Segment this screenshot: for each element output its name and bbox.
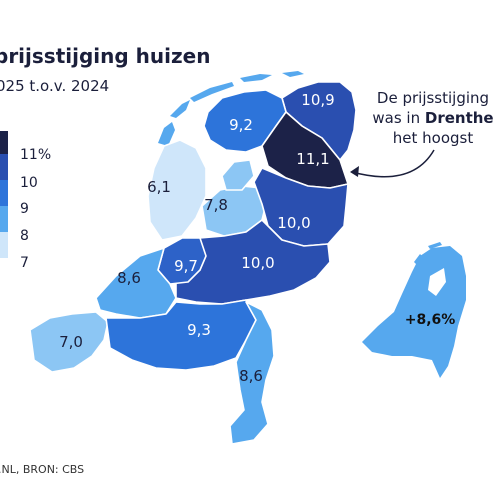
label-zeeland: 7,0 xyxy=(59,333,83,351)
chart-subtitle: 025 t.o.v. 2024 xyxy=(0,77,110,95)
inset-ijsselmeer xyxy=(428,268,446,296)
label-drenthe: 11,1 xyxy=(296,150,330,168)
annotation-highlight: Drenthe xyxy=(424,109,494,127)
legend-label-11: 11% xyxy=(20,147,52,163)
annotation-line-2-prefix: was in xyxy=(372,109,425,127)
annotation-line-2: was in Drenthe xyxy=(358,108,500,128)
province-limburg[interactable] xyxy=(229,301,275,445)
wadden-island-texel xyxy=(158,122,175,146)
label-zuidholland: 8,6 xyxy=(117,269,141,287)
province-zeeland[interactable] xyxy=(29,311,109,373)
wadden-island-ameland xyxy=(240,74,272,82)
chart-title: prijsstijging huizen xyxy=(0,44,211,68)
source-credit: .NL, BRON: CBS xyxy=(0,463,85,476)
wadden-island-schiermonnikoog xyxy=(282,71,304,77)
label-noordbrabant: 9,3 xyxy=(187,321,211,339)
legend-swatch-9 xyxy=(0,180,8,206)
legend-label-10: 10 xyxy=(20,175,38,191)
legend-swatch-8 xyxy=(0,206,8,232)
annotation-arrowhead xyxy=(350,166,359,177)
province-zuidholland[interactable] xyxy=(95,247,177,319)
legend-swatch-10 xyxy=(0,154,8,180)
legend-swatch-11 xyxy=(0,131,8,154)
label-flevoland: 7,8 xyxy=(204,196,228,214)
label-limburg: 8,6 xyxy=(239,367,263,385)
annotation: De prijsstijging was in Drenthe het hoog… xyxy=(358,88,500,148)
label-gelderland: 10,0 xyxy=(241,254,275,272)
wadden-island-vlieland xyxy=(170,100,190,118)
province-flevoland-ne[interactable] xyxy=(221,159,255,191)
annotation-line-1: De prijsstijging xyxy=(376,89,490,107)
annotation-arrow xyxy=(351,149,435,178)
label-groningen: 10,9 xyxy=(301,91,335,109)
label-friesland: 9,2 xyxy=(229,116,253,134)
wadden-island-terschelling xyxy=(190,82,234,102)
province-overijssel[interactable] xyxy=(253,167,349,247)
province-noordholland[interactable] xyxy=(147,139,207,241)
wadden-islands xyxy=(158,71,304,146)
label-utrecht: 9,7 xyxy=(174,257,198,275)
inset-map xyxy=(362,242,466,378)
legend-swatch-7 xyxy=(0,232,8,258)
annotation-line-3: het hoogst xyxy=(392,129,474,147)
label-overijssel: 10,0 xyxy=(277,214,311,232)
legend-label-7: 7 xyxy=(20,255,29,271)
legend-label-9: 9 xyxy=(20,201,29,217)
inset-label: +8,6% xyxy=(404,312,456,328)
label-noordholland: 6,1 xyxy=(147,178,171,196)
legend-label-8: 8 xyxy=(20,228,29,244)
inset-wadden-islands xyxy=(414,242,442,266)
